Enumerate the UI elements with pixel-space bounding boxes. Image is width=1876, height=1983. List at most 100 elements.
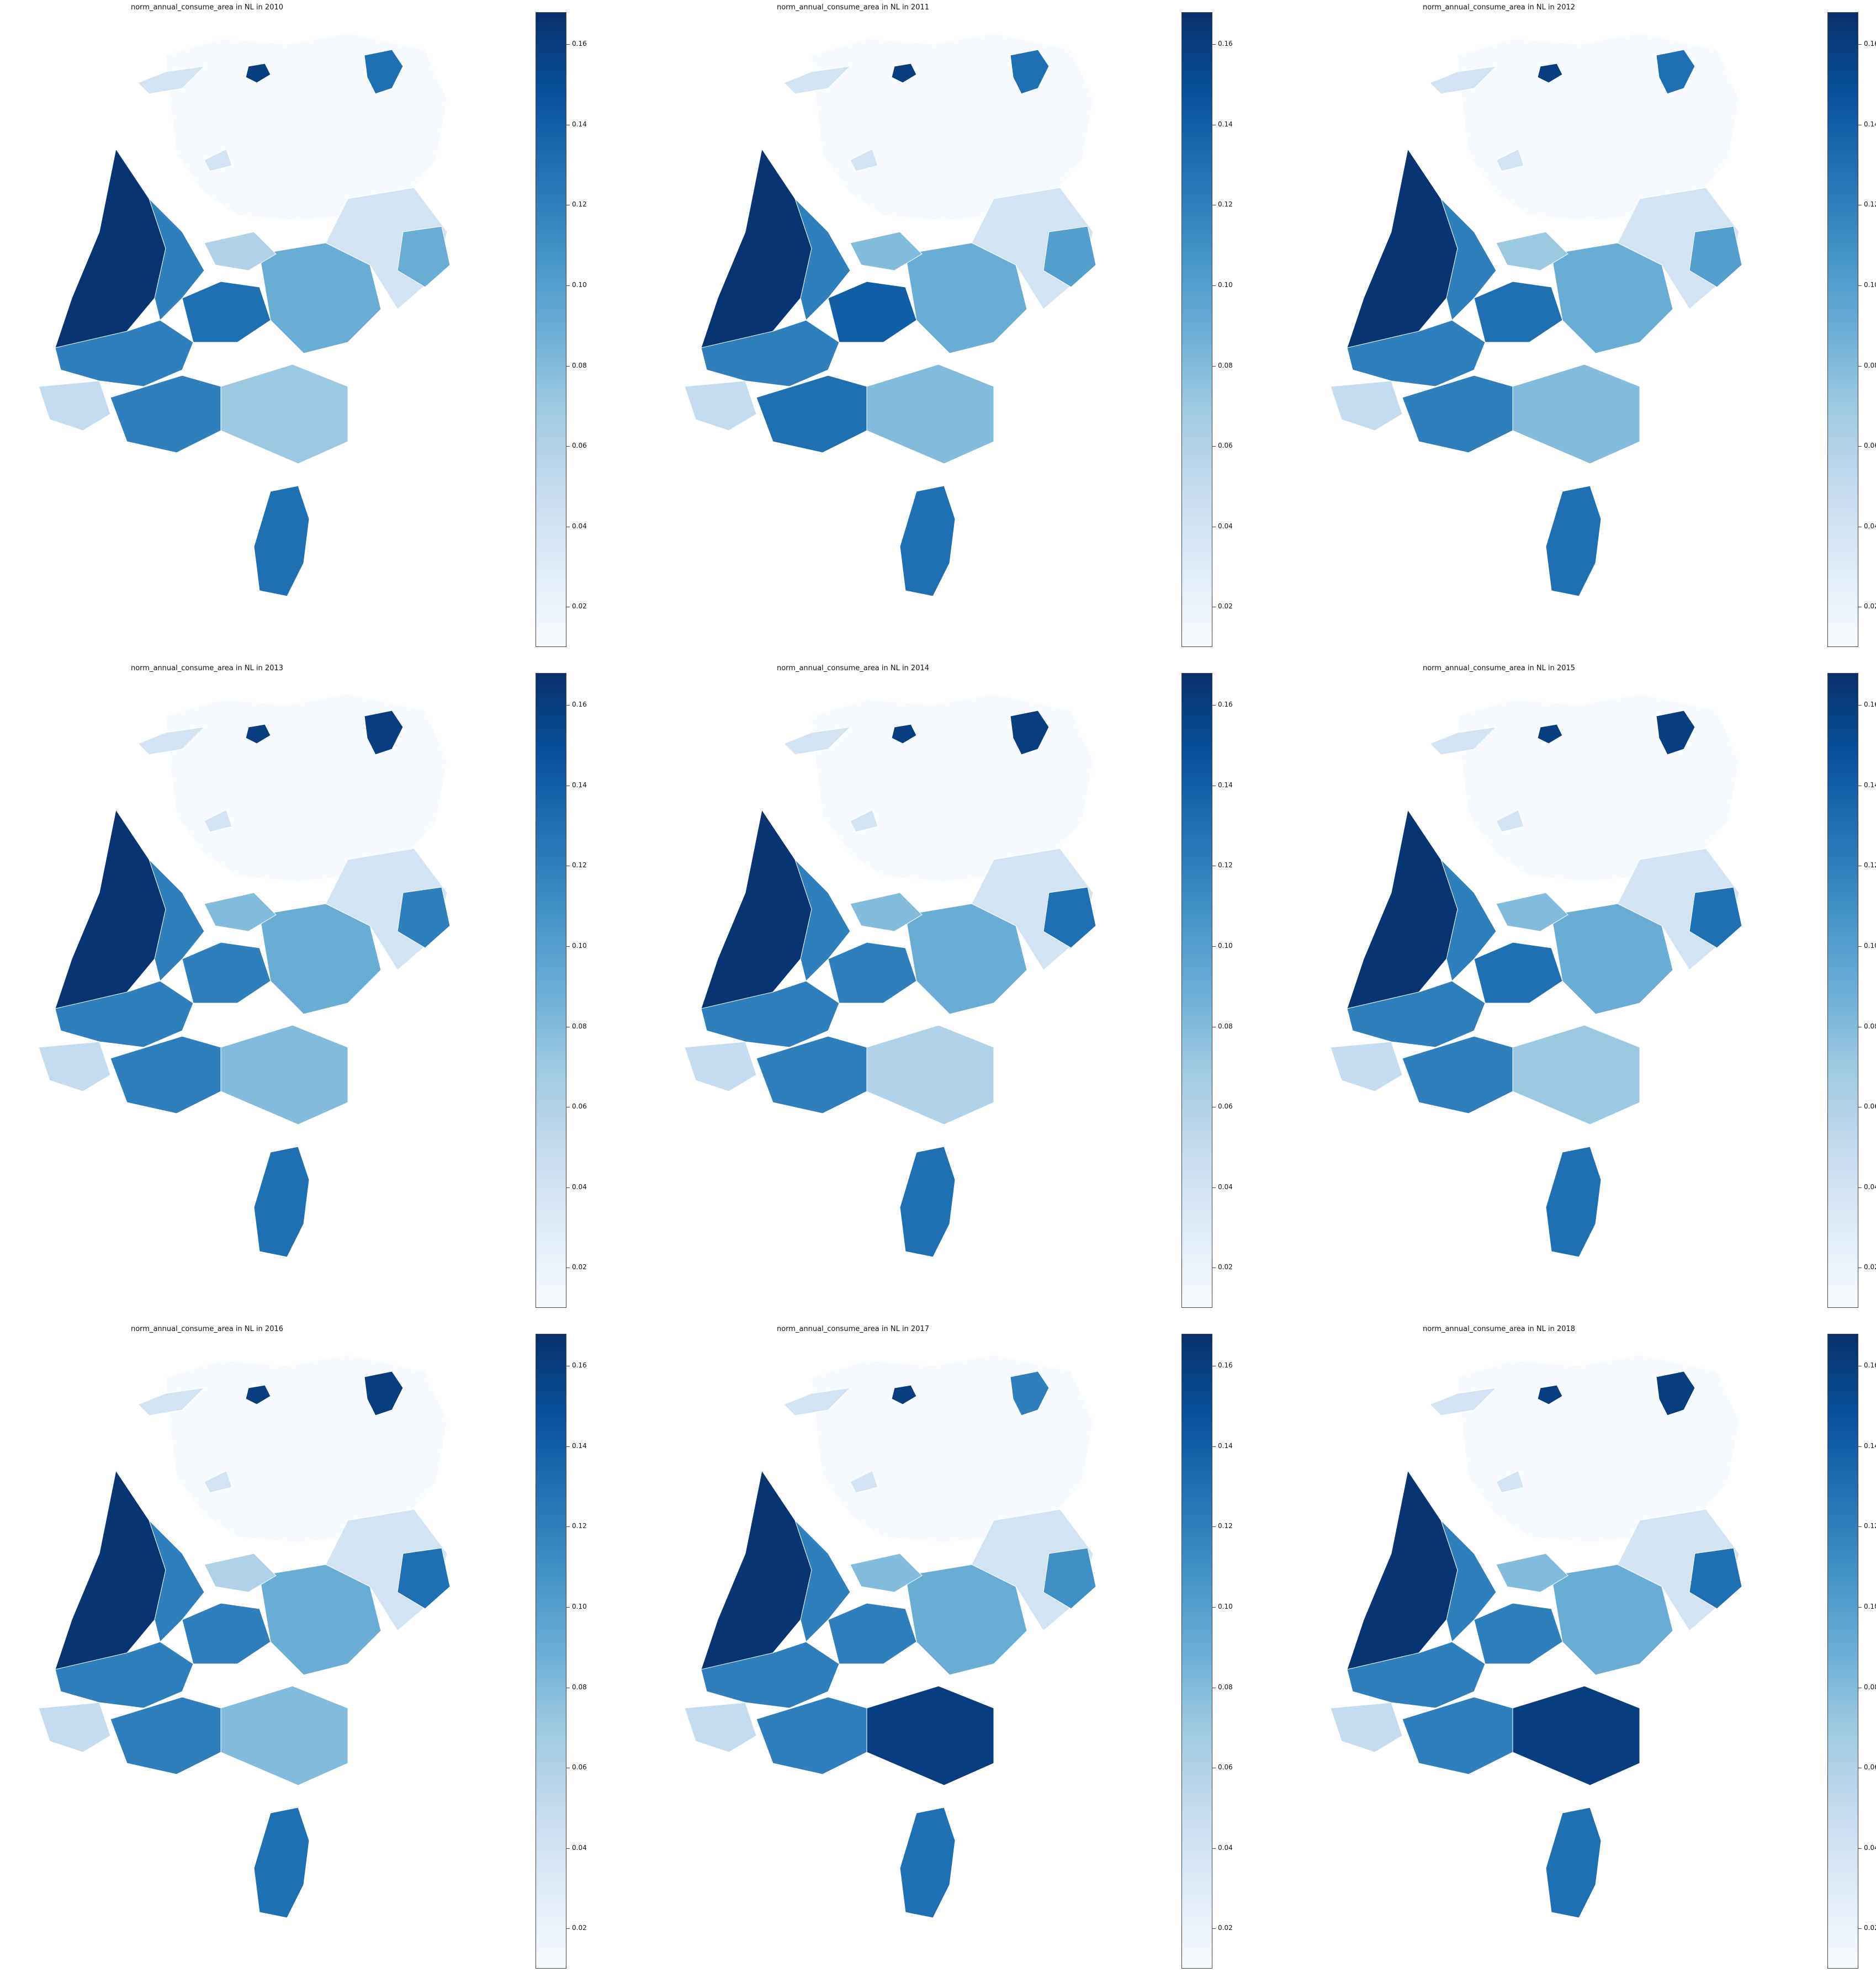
map-panel-9: norm_annual_consume_area in NL in 2018 0.… bbox=[1297, 1322, 1876, 1982]
region-zeeland bbox=[685, 1702, 757, 1753]
colorbar bbox=[1827, 12, 1858, 647]
colorbar-tick-label: 0.12 bbox=[1864, 1522, 1876, 1530]
colorbar-tick-label: 0.06 bbox=[572, 1763, 587, 1772]
colorbar-tick-label: 0.14 bbox=[1864, 1441, 1876, 1450]
region-south_holland bbox=[55, 980, 194, 1048]
region-limburg bbox=[899, 1146, 956, 1258]
region-zeeland bbox=[685, 1041, 757, 1092]
region-west_coast bbox=[701, 809, 812, 1015]
choropleth-map bbox=[685, 33, 1096, 597]
chart-title: norm_annual_consume_area in NL in 2012 bbox=[1422, 3, 1576, 12]
colorbar-tick-label: 0.10 bbox=[1218, 941, 1233, 950]
region-flevoland_ring bbox=[204, 231, 277, 271]
colorbar-tick-label: 0.10 bbox=[572, 280, 587, 289]
colorbar-tick-label: 0.10 bbox=[1218, 280, 1233, 289]
region-twente bbox=[1689, 1547, 1742, 1609]
region-brabant_east bbox=[220, 1025, 348, 1125]
colorbar-tick-label: 0.02 bbox=[1218, 602, 1233, 611]
region-utrecht bbox=[182, 1603, 271, 1664]
colorbar-tick-label: 0.04 bbox=[572, 522, 587, 530]
region-brabant_west bbox=[756, 375, 867, 453]
colorbar-tick-label: 0.14 bbox=[1864, 781, 1876, 789]
region-flevoland_ring bbox=[850, 1553, 923, 1593]
colorbar-tick-label: 0.06 bbox=[1218, 1102, 1233, 1111]
region-flevoland_ring bbox=[850, 231, 923, 271]
region-limburg bbox=[1545, 1146, 1602, 1258]
choropleth-map bbox=[1331, 33, 1742, 597]
colorbar-ticks: 0.02 0.04 0.06 0.08 0.10 0.12 0.14 0.16 bbox=[566, 12, 600, 647]
colorbar bbox=[1827, 1334, 1858, 1969]
colorbar-tick-label: 0.16 bbox=[572, 1361, 587, 1370]
colorbar-tick-label: 0.04 bbox=[1864, 1183, 1876, 1191]
region-twente bbox=[1689, 887, 1742, 948]
region-limburg bbox=[1545, 485, 1602, 597]
colorbar bbox=[1827, 673, 1858, 1308]
choropleth-map bbox=[685, 694, 1096, 1258]
colorbar-tick-label: 0.04 bbox=[1864, 522, 1876, 530]
colorbar-tick-label: 0.04 bbox=[1218, 1183, 1233, 1191]
region-brabant_west bbox=[110, 1696, 221, 1775]
colorbar-ticks: 0.02 0.04 0.06 0.08 0.10 0.12 0.14 0.16 bbox=[1858, 673, 1876, 1308]
region-groningen_east bbox=[1656, 710, 1695, 755]
region-utrecht bbox=[1474, 1603, 1563, 1664]
colorbar-tick-label: 0.10 bbox=[572, 941, 587, 950]
region-west_coast bbox=[1347, 148, 1458, 354]
colorbar-tick-label: 0.06 bbox=[1864, 1763, 1876, 1772]
region-flevoland_ring bbox=[204, 1553, 277, 1593]
region-groningen_city bbox=[1537, 63, 1563, 83]
chart-title: norm_annual_consume_area in NL in 2015 bbox=[1422, 664, 1576, 672]
colorbar-tick-label: 0.04 bbox=[1864, 1843, 1876, 1852]
colorbar-tick-label: 0.12 bbox=[572, 1522, 587, 1530]
choropleth-map bbox=[1331, 694, 1742, 1258]
colorbar-tick-label: 0.12 bbox=[572, 200, 587, 209]
region-groningen_east bbox=[1656, 1371, 1695, 1416]
colorbar-tick-label: 0.06 bbox=[1864, 442, 1876, 450]
region-south_holland bbox=[701, 320, 840, 387]
colorbar-tick-label: 0.04 bbox=[1218, 522, 1233, 530]
region-gelderland_centre bbox=[905, 1564, 1027, 1676]
colorbar-tick-label: 0.06 bbox=[1218, 1763, 1233, 1772]
region-west_coast bbox=[701, 1470, 812, 1676]
region-south_holland bbox=[1347, 1641, 1486, 1709]
region-brabant_west bbox=[110, 375, 221, 453]
colorbar-tick-label: 0.16 bbox=[1218, 40, 1233, 48]
colorbar-tick-label: 0.14 bbox=[1218, 1441, 1233, 1450]
choropleth-map bbox=[39, 33, 451, 597]
region-frisian_isles bbox=[137, 727, 232, 833]
region-gelderland_centre bbox=[905, 242, 1027, 354]
colorbar-tick-label: 0.04 bbox=[572, 1843, 587, 1852]
colorbar-ticks: 0.02 0.04 0.06 0.08 0.10 0.12 0.14 0.16 bbox=[566, 1334, 600, 1969]
region-twente bbox=[397, 1547, 451, 1609]
map-panel-7: norm_annual_consume_area in NL in 2016 0.… bbox=[6, 1322, 631, 1982]
colorbar-tick-label: 0.02 bbox=[1218, 1924, 1233, 1932]
region-west_coast bbox=[55, 1470, 166, 1676]
region-twente bbox=[1043, 1547, 1096, 1609]
colorbar-tick-label: 0.06 bbox=[1864, 1102, 1876, 1111]
region-zeeland bbox=[39, 1041, 111, 1092]
region-south_holland bbox=[701, 1641, 840, 1709]
region-groningen_east bbox=[1656, 49, 1695, 94]
region-utrecht bbox=[1474, 281, 1563, 343]
colorbar-tick-label: 0.14 bbox=[1864, 120, 1876, 128]
region-twente bbox=[1043, 887, 1096, 948]
colorbar-tick-label: 0.02 bbox=[572, 1263, 587, 1271]
chart-title: norm_annual_consume_area in NL in 2010 bbox=[130, 3, 284, 12]
region-flevoland_ring bbox=[1496, 231, 1568, 271]
region-south_holland bbox=[1347, 980, 1486, 1048]
region-groningen_city bbox=[1537, 1385, 1563, 1405]
region-frisian_isles bbox=[1429, 727, 1524, 833]
colorbar-tick-label: 0.12 bbox=[1864, 861, 1876, 869]
region-south_holland bbox=[55, 1641, 194, 1709]
region-utrecht bbox=[1474, 942, 1563, 1004]
map-panel-5: norm_annual_consume_area in NL in 2014 0.… bbox=[651, 661, 1277, 1322]
map-panel-3: norm_annual_consume_area in NL in 2012 0.… bbox=[1297, 0, 1876, 661]
region-south_holland bbox=[1347, 320, 1486, 387]
region-limburg bbox=[1545, 1807, 1602, 1918]
colorbar-ticks: 0.02 0.04 0.06 0.08 0.10 0.12 0.14 0.16 bbox=[1212, 12, 1246, 647]
region-frisian_isles bbox=[1429, 66, 1524, 172]
colorbar bbox=[536, 673, 566, 1308]
colorbar-tick-label: 0.02 bbox=[1864, 1924, 1876, 1932]
region-groningen_city bbox=[245, 1385, 271, 1405]
region-utrecht bbox=[182, 942, 271, 1004]
region-zeeland bbox=[39, 380, 111, 431]
